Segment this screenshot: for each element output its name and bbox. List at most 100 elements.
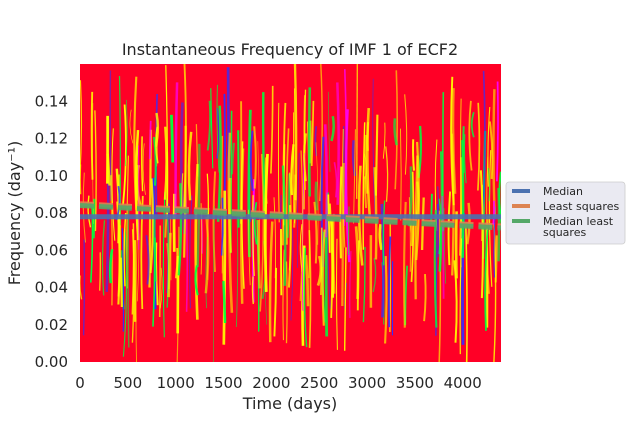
y-tick-label: 0.04 xyxy=(35,279,68,297)
heatmap-streak xyxy=(356,64,358,199)
heatmap-streak xyxy=(314,126,318,157)
legend-box xyxy=(505,181,626,245)
heatmap-streak xyxy=(459,238,462,355)
heatmap-streak xyxy=(122,104,127,206)
heatmap-streak xyxy=(253,202,258,245)
heatmap-streak xyxy=(330,115,335,142)
heatmap-streak xyxy=(204,216,210,294)
heatmap-streak xyxy=(336,82,340,205)
heatmap-streak xyxy=(270,85,274,174)
heatmap-streak xyxy=(362,122,366,250)
y-tick-label: 0.08 xyxy=(35,204,68,222)
heatmap-streak xyxy=(212,205,216,362)
y-tick-label: 0.14 xyxy=(35,92,68,110)
heatmap-streak xyxy=(319,64,323,202)
heatmap-streak xyxy=(90,91,94,180)
heatmap-streak xyxy=(240,148,245,304)
heatmap-streak xyxy=(285,261,288,344)
heatmap-streak xyxy=(251,276,255,305)
heatmap-streak xyxy=(320,227,323,296)
heatmap-streak xyxy=(195,124,199,177)
heatmap-streak xyxy=(310,100,315,167)
heatmap-streak xyxy=(496,81,499,182)
series-line-median-least-squares xyxy=(80,203,501,231)
heatmap-streak xyxy=(437,186,440,258)
heatmap-streak xyxy=(414,155,419,300)
heatmap-streak xyxy=(366,108,372,220)
heatmap-streak xyxy=(341,162,345,307)
heatmap-streak xyxy=(108,248,114,284)
heatmap-streak xyxy=(408,197,412,272)
heatmap-streak xyxy=(167,232,172,298)
heatmap-streak xyxy=(327,91,331,172)
heatmap-streak xyxy=(222,281,227,324)
heatmap-streak xyxy=(453,260,458,343)
y-tick-label: 0.00 xyxy=(35,353,68,371)
heatmap-streak xyxy=(373,167,378,260)
heatmap-streak xyxy=(235,209,239,328)
heatmap-streak xyxy=(253,126,257,189)
heatmap-streak xyxy=(111,128,116,241)
heatmap-streak xyxy=(349,251,352,318)
heatmap-streak xyxy=(400,128,402,221)
heatmap-streak xyxy=(159,267,163,309)
heatmap-streak xyxy=(404,94,408,175)
heatmap-streak xyxy=(153,219,157,282)
heatmap-streak xyxy=(177,183,183,276)
heatmap-streak xyxy=(493,222,497,362)
heatmap-streak xyxy=(189,195,193,309)
heatmap-streak xyxy=(363,176,368,209)
heatmap-streak xyxy=(194,164,200,320)
heatmap-streak xyxy=(307,87,312,197)
heatmap-streak xyxy=(257,219,261,289)
heatmap-streak xyxy=(321,229,326,326)
heatmap-streak xyxy=(109,175,114,306)
heatmap-streak xyxy=(313,201,318,264)
heatmap-streak xyxy=(106,153,111,186)
heatmap-streak xyxy=(152,136,157,186)
heatmap-streak xyxy=(222,190,227,345)
legend-label: Median least xyxy=(543,215,614,228)
heatmap-streak xyxy=(384,256,388,344)
heatmap-streak xyxy=(142,143,146,195)
heatmap-streak xyxy=(385,146,389,202)
heatmap-streak xyxy=(149,178,155,274)
heatmap-streak xyxy=(158,225,161,318)
x-tick-label: 2000 xyxy=(252,374,290,392)
heatmap-streak xyxy=(481,70,486,218)
heatmap-streak xyxy=(484,229,489,331)
heatmap-streak xyxy=(82,239,86,336)
heatmap-streak xyxy=(487,106,491,187)
heatmap-streak xyxy=(163,126,168,200)
heatmap-streak xyxy=(125,99,128,167)
heatmap-streak xyxy=(212,171,217,272)
heatmap-streak xyxy=(261,92,266,218)
heatmap-streak xyxy=(252,195,255,277)
heatmap-streak xyxy=(487,168,491,202)
heatmap-streak xyxy=(343,69,347,226)
x-tick-label: 2500 xyxy=(300,374,338,392)
heatmap-streak xyxy=(268,221,274,343)
heatmap-streak xyxy=(308,230,312,348)
heatmap-streak xyxy=(410,171,415,282)
heatmap-streak xyxy=(372,258,377,293)
heatmap-streak xyxy=(119,257,124,308)
heatmap-streak xyxy=(169,216,172,281)
heatmap-streak xyxy=(423,274,427,322)
heatmap-streak xyxy=(339,166,343,259)
heatmap-streak xyxy=(101,220,106,296)
heatmap-streak xyxy=(388,236,392,328)
heatmap-streak xyxy=(165,65,169,217)
heatmap-streak xyxy=(194,265,199,296)
heatmap-streak xyxy=(461,140,465,258)
heatmap-streak xyxy=(99,252,102,291)
heatmap-streak xyxy=(447,191,452,266)
heatmap-streak xyxy=(281,165,287,286)
y-tick-label: 0.06 xyxy=(35,241,68,259)
legend-label: squares xyxy=(543,226,586,239)
heatmap-streak xyxy=(303,247,308,348)
heatmap-streak xyxy=(249,130,254,191)
heatmap-streak xyxy=(179,102,186,235)
heatmap-streak xyxy=(378,223,384,251)
heatmap-streak xyxy=(210,88,214,169)
